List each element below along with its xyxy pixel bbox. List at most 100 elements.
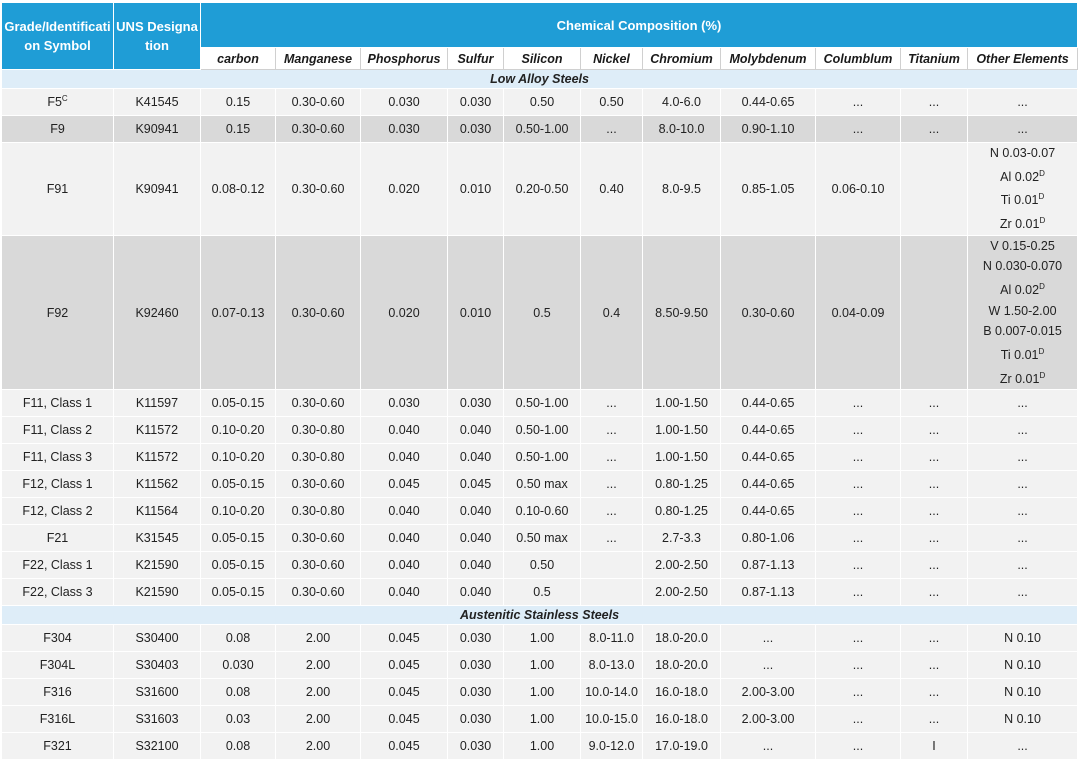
value-cell: ... bbox=[901, 89, 968, 116]
other-line: ... bbox=[970, 501, 1075, 522]
grade-cell: F316 bbox=[2, 679, 114, 706]
value-cell: 8.0-13.0 bbox=[581, 652, 643, 679]
value-cell: 0.30-0.80 bbox=[276, 498, 361, 525]
grade-cell: F21 bbox=[2, 525, 114, 552]
value-cell: 2.00 bbox=[276, 706, 361, 733]
uns-cell: K92460 bbox=[114, 235, 201, 390]
grade-cell: F12, Class 2 bbox=[2, 498, 114, 525]
value-cell: 9.0-12.0 bbox=[581, 733, 643, 760]
value-cell: 18.0-20.0 bbox=[643, 652, 721, 679]
value-cell: ... bbox=[816, 471, 901, 498]
value-cell: 0.30-0.60 bbox=[721, 235, 816, 390]
value-cell: 0.030 bbox=[448, 706, 504, 733]
value-cell: 2.00-2.50 bbox=[643, 579, 721, 606]
value-cell: ... bbox=[581, 417, 643, 444]
value-cell: 0.44-0.65 bbox=[721, 390, 816, 417]
uns-cell: K11572 bbox=[114, 444, 201, 471]
value-cell: 0.030 bbox=[448, 89, 504, 116]
value-cell: 0.4 bbox=[581, 235, 643, 390]
value-cell: ... bbox=[816, 89, 901, 116]
value-cell: 0.50-1.00 bbox=[504, 417, 581, 444]
value-cell bbox=[901, 235, 968, 390]
uns-cell: S30403 bbox=[114, 652, 201, 679]
value-cell: ... bbox=[581, 498, 643, 525]
value-cell: ... bbox=[581, 525, 643, 552]
other-cell: N 0.10 bbox=[968, 652, 1078, 679]
value-cell: 2.00-2.50 bbox=[643, 552, 721, 579]
value-cell: 0.040 bbox=[361, 579, 448, 606]
uns-header: UNS Designation bbox=[114, 3, 201, 70]
value-cell: 0.30-0.80 bbox=[276, 417, 361, 444]
value-cell: 0.50-1.00 bbox=[504, 116, 581, 143]
footnote-mark: D bbox=[1039, 282, 1045, 291]
value-cell: 0.020 bbox=[361, 143, 448, 236]
data-row: F22, Class 3K215900.05-0.150.30-0.600.04… bbox=[2, 579, 1078, 606]
value-cell: ... bbox=[816, 444, 901, 471]
element-header: carbon bbox=[201, 48, 276, 70]
other-line: N 0.030-0.070 bbox=[970, 256, 1075, 277]
value-cell: ... bbox=[901, 116, 968, 143]
value-cell: 0.05-0.15 bbox=[201, 579, 276, 606]
value-cell: 2.00-3.00 bbox=[721, 706, 816, 733]
uns-cell: K21590 bbox=[114, 552, 201, 579]
section-row: Low Alloy Steels bbox=[2, 70, 1078, 89]
value-cell: 0.040 bbox=[448, 552, 504, 579]
value-cell: ... bbox=[816, 579, 901, 606]
value-cell: 0.06-0.10 bbox=[816, 143, 901, 236]
text: Ti 0.01 bbox=[1001, 194, 1039, 208]
other-cell: ... bbox=[968, 471, 1078, 498]
value-cell: ... bbox=[816, 679, 901, 706]
uns-cell: K11564 bbox=[114, 498, 201, 525]
other-cell: N 0.10 bbox=[968, 679, 1078, 706]
value-cell: 1.00 bbox=[504, 706, 581, 733]
value-cell: 8.50-9.50 bbox=[643, 235, 721, 390]
value-cell: 0.030 bbox=[448, 733, 504, 760]
value-cell: ... bbox=[581, 444, 643, 471]
value-cell bbox=[901, 143, 968, 236]
other-cell: ... bbox=[968, 417, 1078, 444]
other-cell: N 0.10 bbox=[968, 625, 1078, 652]
uns-cell: K90941 bbox=[114, 116, 201, 143]
grade-cell: F304 bbox=[2, 625, 114, 652]
grade-header: Grade/Identification Symbol bbox=[2, 3, 114, 70]
value-cell: 18.0-20.0 bbox=[643, 625, 721, 652]
value-cell: ... bbox=[721, 733, 816, 760]
value-cell: 0.20-0.50 bbox=[504, 143, 581, 236]
value-cell: 0.030 bbox=[361, 89, 448, 116]
value-cell: 1.00 bbox=[504, 652, 581, 679]
other-line: Al 0.02D bbox=[970, 277, 1075, 301]
other-cell: ... bbox=[968, 579, 1078, 606]
value-cell: 0.50-1.00 bbox=[504, 390, 581, 417]
grade-cell: F22, Class 3 bbox=[2, 579, 114, 606]
value-cell: ... bbox=[581, 390, 643, 417]
other-line: ... bbox=[970, 474, 1075, 495]
data-row: F9K909410.150.30-0.600.0300.0300.50-1.00… bbox=[2, 116, 1078, 143]
value-cell: 0.040 bbox=[448, 444, 504, 471]
value-cell: 0.30-0.60 bbox=[276, 525, 361, 552]
value-cell: I bbox=[901, 733, 968, 760]
value-cell: 0.045 bbox=[361, 733, 448, 760]
data-row: F11, Class 3K115720.10-0.200.30-0.800.04… bbox=[2, 444, 1078, 471]
value-cell: 0.5 bbox=[504, 579, 581, 606]
value-cell: ... bbox=[901, 417, 968, 444]
section-row: Austenitic Stainless Steels bbox=[2, 606, 1078, 625]
value-cell: 0.030 bbox=[448, 390, 504, 417]
value-cell: 0.030 bbox=[448, 679, 504, 706]
value-cell: 0.05-0.15 bbox=[201, 552, 276, 579]
grade-cell: F92 bbox=[2, 235, 114, 390]
value-cell: 10.0-15.0 bbox=[581, 706, 643, 733]
footnote-mark: D bbox=[1039, 192, 1045, 201]
value-cell: 0.08 bbox=[201, 625, 276, 652]
grade-cell: F9 bbox=[2, 116, 114, 143]
other-line: N 0.03-0.07 bbox=[970, 143, 1075, 164]
text: F5 bbox=[47, 96, 62, 110]
value-cell: 2.00 bbox=[276, 733, 361, 760]
value-cell: ... bbox=[816, 733, 901, 760]
value-cell: ... bbox=[901, 498, 968, 525]
grade-cell: F11, Class 3 bbox=[2, 444, 114, 471]
value-cell: 0.30-0.60 bbox=[276, 471, 361, 498]
value-cell: 8.0-10.0 bbox=[643, 116, 721, 143]
value-cell: ... bbox=[901, 525, 968, 552]
grade-cell: F304L bbox=[2, 652, 114, 679]
